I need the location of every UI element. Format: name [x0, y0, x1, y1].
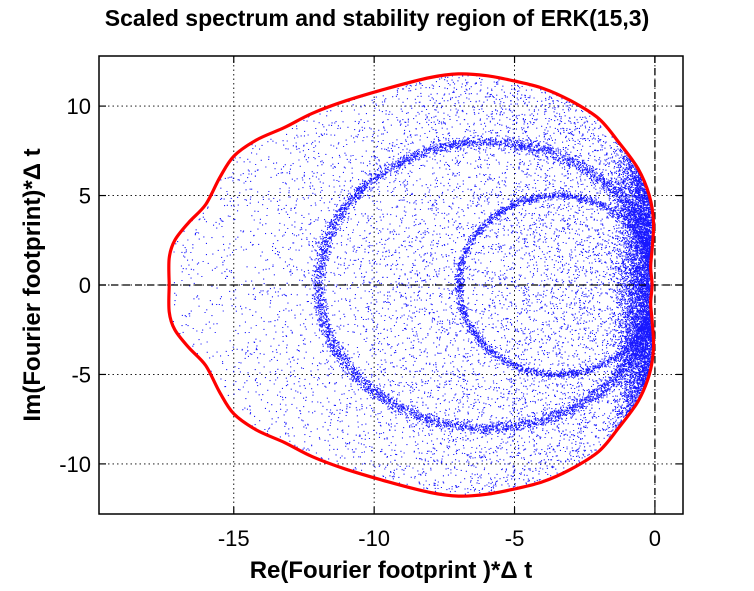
x-tick-label: -5	[505, 526, 525, 551]
y-tick-label: 0	[79, 273, 91, 298]
y-tick-label: 10	[67, 94, 91, 119]
spectrum-points	[172, 74, 654, 497]
x-tick-label: 0	[649, 526, 661, 551]
reference-lines	[99, 56, 683, 514]
x-tick-label: -15	[218, 526, 250, 551]
x-tick-label: -10	[358, 526, 390, 551]
y-tick-label: -5	[71, 362, 91, 387]
stability-boundary	[167, 72, 656, 498]
axis-ticks	[99, 56, 683, 514]
x-axis-label: Re(Fourier footprint )*Δ t	[250, 557, 533, 584]
spectrum-scatter	[172, 74, 654, 497]
chart-title: Scaled spectrum and stability region of …	[105, 5, 649, 31]
x-tick-labels: -15 -10 -5 0	[218, 526, 661, 551]
y-axis-label: Im(Fourier footprint)*Δ t	[19, 148, 46, 421]
y-tick-labels: -10 -5 0 5 10	[59, 94, 91, 477]
y-tick-label: 5	[79, 184, 91, 209]
y-tick-label: -10	[59, 452, 91, 477]
stability-boundary-curve	[167, 72, 656, 498]
plot-area	[98, 55, 684, 515]
